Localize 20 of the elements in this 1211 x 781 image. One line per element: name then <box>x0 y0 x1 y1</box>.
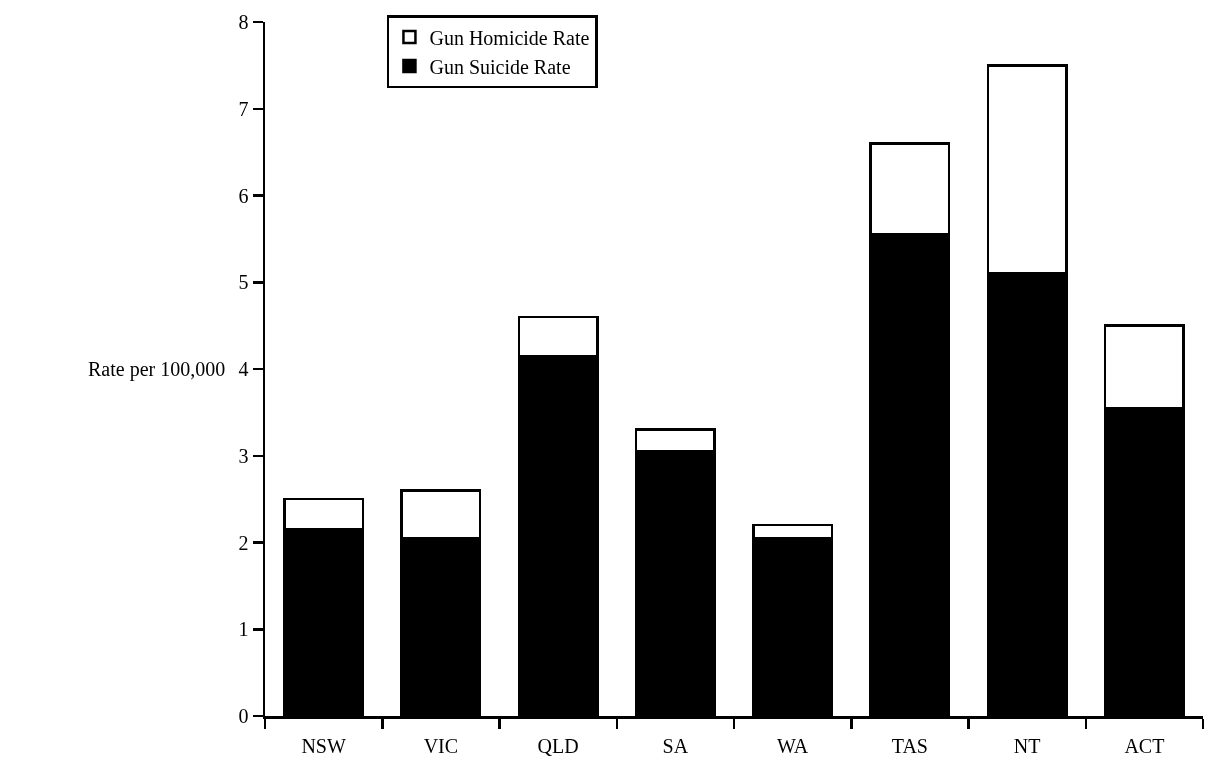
x-tick-label: NT <box>1013 734 1041 757</box>
y-tick-label: 8 <box>238 11 249 33</box>
x-tick-label: SA <box>662 734 689 757</box>
x-tick-label: VIC <box>423 734 459 757</box>
y-tick-label: 6 <box>238 184 249 207</box>
y-axis-title: Rate per 100,000 <box>88 358 226 381</box>
y-tick-label: 2 <box>238 531 249 554</box>
x-tick-label: QLD <box>537 734 579 757</box>
legend-label: Gun Homicide Rate <box>429 26 590 49</box>
x-tick-label: TAS <box>891 734 928 757</box>
y-tick-label: 3 <box>238 444 249 467</box>
y-tick-label: 7 <box>238 97 249 120</box>
x-tick-label: ACT <box>1124 734 1165 757</box>
y-tick-label: 5 <box>238 271 249 294</box>
legend-label: Gun Suicide Rate <box>429 55 571 78</box>
x-tick-label: NSW <box>301 734 346 757</box>
y-tick-label: 1 <box>238 618 249 641</box>
x-tick-label: WA <box>777 734 809 757</box>
y-tick-label: 4 <box>238 358 249 380</box>
y-tick-label: 0 <box>238 705 249 727</box>
